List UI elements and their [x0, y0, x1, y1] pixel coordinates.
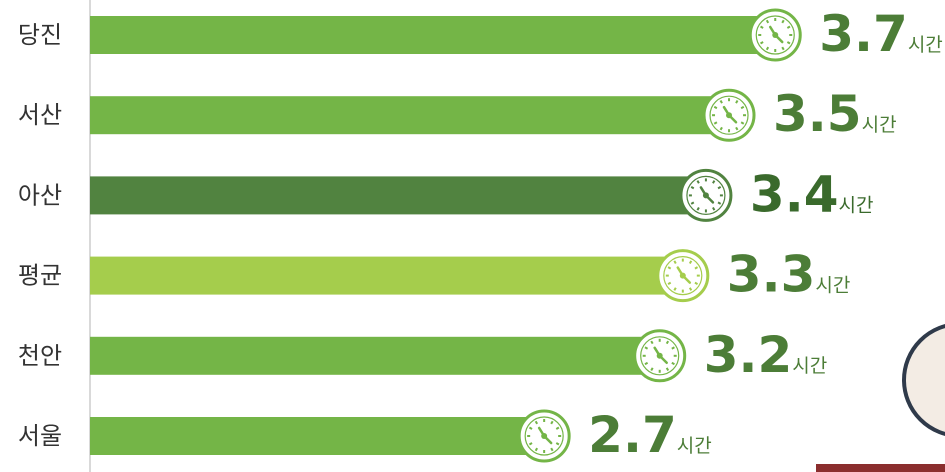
value-label: 3.2시간 [704, 325, 828, 383]
clock-tick [528, 426, 533, 430]
value-unit: 시간 [908, 34, 943, 56]
bar [90, 417, 553, 455]
clock-tick [534, 420, 539, 425]
clock-tick [740, 121, 745, 125]
value-number: 3.7 [819, 5, 908, 63]
clock-tick [528, 442, 533, 446]
value-unit: 시간 [862, 114, 897, 136]
value-unit: 시간 [815, 274, 850, 296]
clock-tick [688, 287, 693, 291]
clock-icon [702, 88, 756, 142]
clock-tick [650, 367, 654, 372]
clock-tick [665, 367, 670, 372]
value-label: 2.7시간 [588, 406, 712, 464]
clock-icon [633, 329, 687, 383]
clock-tick [673, 260, 677, 264]
y-tick-label: 천안 [18, 342, 62, 370]
clock-icon [748, 8, 802, 62]
clock-tick [765, 19, 770, 24]
clock-tick [760, 41, 764, 45]
clock-tick [781, 19, 785, 24]
value-number: 3.5 [773, 85, 862, 143]
clock-tick [667, 281, 672, 285]
clock-tick [694, 266, 699, 270]
clock-tick [717, 201, 722, 205]
bar [90, 16, 784, 54]
value-label: 3.5시간 [773, 85, 897, 143]
clock-tick [650, 340, 654, 345]
clock-tick [713, 121, 718, 125]
clock-tick [719, 126, 723, 131]
value-number: 3.3 [727, 245, 816, 303]
clock-tick [690, 186, 695, 190]
clock-tick [550, 447, 554, 452]
clock-tick [781, 46, 785, 51]
clock-tick [671, 361, 675, 366]
value-number: 2.7 [588, 406, 677, 464]
decoration [816, 323, 945, 472]
clock-tick [786, 41, 791, 45]
clock-ring [686, 175, 726, 215]
value-unit: 시간 [838, 194, 873, 216]
clock-center [541, 433, 548, 439]
clock-tick [688, 260, 693, 264]
clock-tick [735, 99, 739, 104]
clock-tick [665, 340, 670, 345]
value-label: 3.4시간 [750, 165, 874, 223]
clock-tick [534, 447, 539, 452]
value-unit: 시간 [677, 435, 712, 457]
clock-icon [679, 168, 733, 222]
y-tick-label: 서울 [18, 422, 62, 450]
clock-center [702, 192, 709, 199]
clock-tick [740, 105, 745, 110]
clock-tick [696, 207, 700, 211]
value-label: 3.3시간 [727, 245, 851, 303]
clock-tick [673, 287, 677, 291]
y-tick-label: 평균 [18, 262, 62, 290]
clock-tick [765, 46, 770, 51]
clock-icon [517, 409, 571, 463]
clock-tick [717, 186, 722, 190]
clock-tick [696, 180, 700, 184]
clock-tick [719, 99, 723, 104]
clock-tick [667, 266, 672, 270]
clock-tick [713, 105, 718, 110]
y-tick-label: 서산 [18, 101, 62, 129]
clock-tick [735, 126, 739, 131]
clock-tick [555, 426, 560, 430]
clock-tick [644, 361, 649, 366]
value-unit: 시간 [792, 354, 827, 376]
clock-tick [555, 442, 560, 446]
clock-tick [760, 25, 764, 29]
clock-icon [656, 249, 710, 303]
clock-tick [671, 346, 675, 350]
clock-tick [712, 180, 716, 184]
clock-ring [709, 95, 749, 135]
bar [90, 336, 668, 375]
clock-ring [524, 416, 564, 456]
clock-tick [644, 346, 649, 350]
clock-tick [690, 201, 695, 205]
clock-ring [663, 256, 703, 296]
clock-ring [640, 336, 680, 376]
clock-tick [786, 25, 791, 29]
clock-tick [712, 207, 716, 211]
clock-center [726, 112, 733, 119]
clock-center [656, 352, 663, 359]
value-label: 3.7시간 [819, 5, 943, 63]
bar [90, 96, 738, 135]
y-tick-label: 당진 [18, 21, 62, 49]
clock-ring [755, 15, 795, 55]
bar [90, 176, 714, 215]
bar [90, 256, 691, 295]
clock-tick [694, 281, 699, 285]
clock-center [772, 32, 779, 38]
clock-center [679, 272, 686, 279]
y-tick-label: 아산 [18, 181, 62, 209]
value-number: 3.2 [704, 325, 793, 383]
value-number: 3.4 [750, 165, 839, 223]
clock-tick [550, 420, 554, 425]
